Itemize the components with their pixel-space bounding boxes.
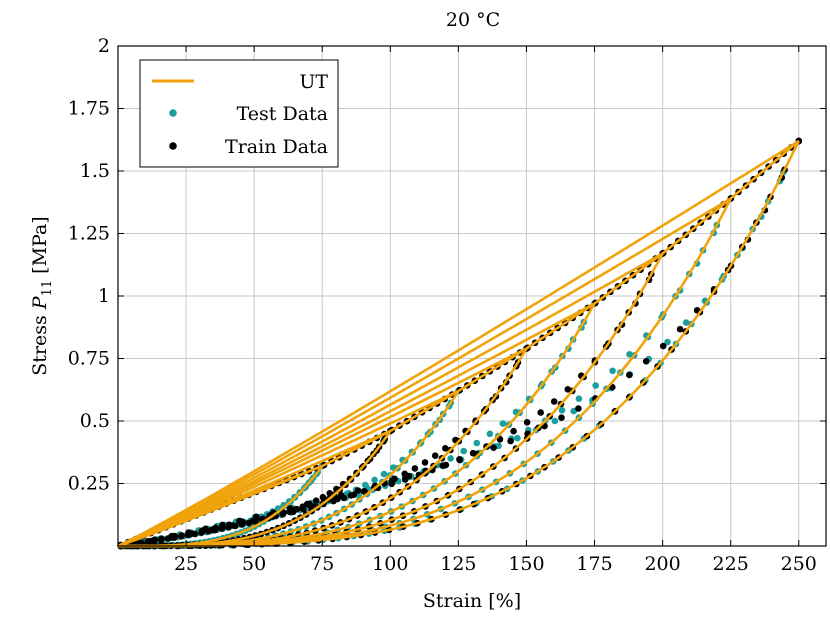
- train-data-point: [642, 358, 650, 365]
- train-data-point: [280, 509, 287, 516]
- train-data-point: [405, 472, 413, 480]
- train-data-point: [676, 325, 684, 333]
- y-axis-label-suffix: [MPa]: [29, 216, 51, 280]
- x-tick-label: 175: [576, 553, 612, 575]
- train-data-point: [312, 497, 320, 505]
- legend-train-label: Train Data: [225, 136, 328, 158]
- train-data-point: [168, 532, 175, 540]
- x-tick-label: 50: [242, 553, 266, 575]
- test-data-point: [499, 420, 507, 427]
- train-data-point: [456, 456, 464, 464]
- test-data-point: [664, 338, 671, 346]
- train-data-point: [286, 505, 294, 512]
- y-axis-label-prefix: Stress: [29, 309, 51, 376]
- legend-test-label: Test Data: [237, 103, 328, 125]
- test-data-point: [460, 447, 468, 455]
- train-data-point: [564, 386, 572, 393]
- train-data-point: [442, 445, 449, 452]
- train-data-point: [178, 532, 185, 539]
- test-data-point: [626, 351, 633, 358]
- test-data-point: [575, 395, 583, 403]
- train-data-point: [558, 414, 565, 422]
- x-tick-label: 225: [713, 553, 749, 575]
- test-data-point: [495, 442, 502, 450]
- test-data-point: [514, 434, 521, 442]
- train-data-point: [626, 371, 633, 379]
- test-data-point: [380, 470, 388, 478]
- y-tick-label: 0.25: [68, 473, 110, 495]
- legend-test-swatch: [169, 109, 177, 117]
- y-tick-label: 0.75: [68, 348, 110, 370]
- train-data-point: [212, 524, 219, 532]
- train-data-point: [659, 342, 667, 350]
- test-data-point: [371, 476, 378, 484]
- train-data-point: [421, 459, 429, 466]
- y-tick-label: 2: [98, 35, 110, 57]
- train-data-point: [523, 419, 531, 426]
- train-data-point: [225, 521, 233, 529]
- train-data-point: [411, 465, 419, 472]
- x-tick-label: 75: [310, 553, 334, 575]
- ut-model-curve: [117, 197, 732, 548]
- y-axis-label-var: P: [29, 295, 51, 310]
- chart-title: 20 °C: [446, 9, 500, 31]
- train-data-point: [303, 500, 311, 508]
- y-axis-label: Stress P11 [MPa]: [29, 216, 55, 375]
- ut-model-curve: [117, 252, 664, 548]
- train-data-point: [575, 405, 582, 412]
- train-data-point: [326, 490, 334, 497]
- x-axis-label: Strain [%]: [423, 590, 521, 612]
- legend-ut-label: UT: [299, 71, 328, 93]
- axis-ticks: 25 50 75 100 125 150 175 200 225 250 0.25 0.5 0.75 1 1…: [68, 35, 826, 575]
- train-data-point: [151, 536, 158, 543]
- train-data-point: [550, 398, 558, 405]
- train-data-point: [185, 529, 192, 536]
- x-tick-label: 125: [440, 553, 476, 575]
- test-data-point: [473, 439, 481, 447]
- train-data-point: [388, 477, 396, 485]
- ut-model-curve: [117, 302, 596, 548]
- ut-model-curve: [118, 140, 800, 548]
- y-axis-label-sub: 11: [40, 280, 55, 297]
- train-data-point: [490, 444, 497, 452]
- data-layer: [117, 137, 803, 550]
- test-data-point: [551, 417, 559, 425]
- train-data-point: [439, 462, 447, 469]
- train-data-point: [537, 409, 544, 416]
- train-data-point: [158, 535, 165, 543]
- x-tick-label: 100: [372, 553, 408, 575]
- train-data-point: [510, 427, 517, 435]
- train-data-point: [202, 525, 209, 533]
- legend-train-swatch: [169, 142, 177, 150]
- train-data-point: [219, 521, 226, 529]
- y-tick-label: 1.5: [80, 160, 110, 182]
- test-data-point: [558, 407, 566, 414]
- y-tick-label: 0.5: [80, 410, 110, 432]
- test-data-point: [592, 382, 599, 389]
- x-tick-label: 25: [174, 553, 198, 575]
- y-tick-label: 1.75: [68, 98, 110, 120]
- y-tick-label: 1.25: [68, 223, 110, 245]
- train-data-point: [496, 436, 504, 443]
- x-tick-label: 200: [644, 553, 680, 575]
- train-data-point: [354, 487, 362, 494]
- train-data-point: [431, 452, 439, 460]
- test-data-point: [609, 367, 616, 375]
- train-data-point: [236, 517, 243, 525]
- train-data-point: [337, 491, 345, 499]
- ut-model-curve: [117, 139, 800, 548]
- train-data-point: [293, 505, 301, 513]
- train-data-point: [347, 492, 355, 499]
- y-tick-label: 1: [98, 285, 110, 307]
- x-tick-label: 150: [508, 553, 544, 575]
- test-data-point: [682, 319, 690, 326]
- legend: UT Test Data Train Data: [139, 59, 339, 168]
- train-data-point: [300, 505, 307, 513]
- test-data-point: [447, 455, 454, 462]
- train-data-point: [507, 437, 514, 445]
- x-tick-label: 250: [781, 553, 817, 575]
- train-data-point: [252, 513, 260, 521]
- test-data-point: [486, 430, 494, 438]
